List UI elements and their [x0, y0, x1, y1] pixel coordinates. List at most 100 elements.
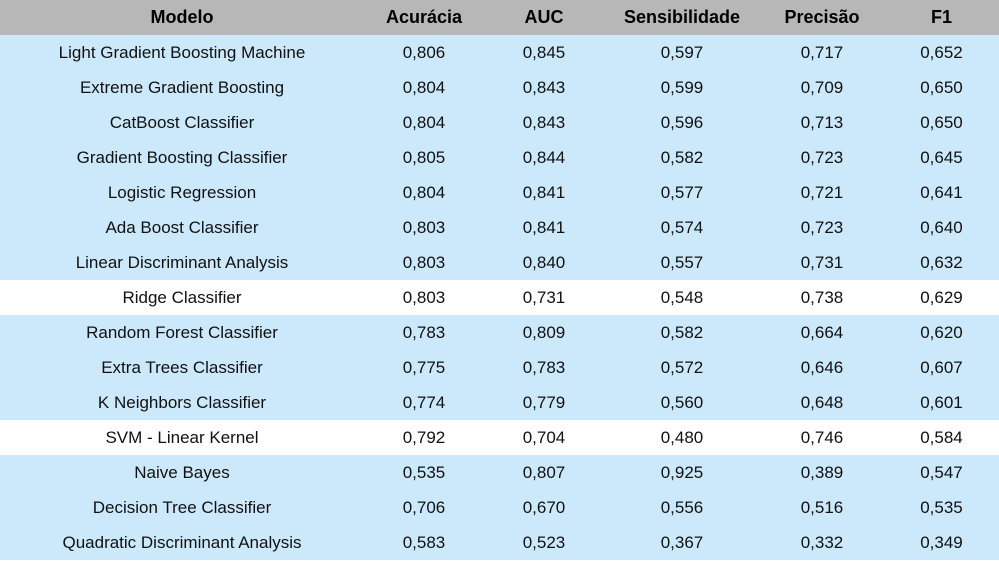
model-name-cell: K Neighbors Classifier — [0, 385, 364, 420]
sensibilidade-cell: 0,577 — [604, 175, 760, 210]
auc-cell: 0,809 — [484, 315, 604, 350]
f1-cell: 0,629 — [884, 280, 999, 315]
precisao-cell: 0,746 — [760, 420, 884, 455]
table-row: Decision Tree Classifier 0,706 0,670 0,556 0… — [0, 490, 999, 525]
sensibilidade-cell: 0,599 — [604, 70, 760, 105]
auc-cell: 0,845 — [484, 35, 604, 70]
acuracia-cell: 0,803 — [364, 280, 484, 315]
table-row: Extreme Gradient Boosting 0,804 0,843 0,599… — [0, 70, 999, 105]
sensibilidade-cell: 0,597 — [604, 35, 760, 70]
table-row: Ridge Classifier 0,803 0,731 0,548 0,738 0,62… — [0, 280, 999, 315]
precisao-cell: 0,721 — [760, 175, 884, 210]
acuracia-cell: 0,803 — [364, 210, 484, 245]
precisao-cell: 0,664 — [760, 315, 884, 350]
model-name-cell: Extra Trees Classifier — [0, 350, 364, 385]
table-row: K Neighbors Classifier 0,774 0,779 0,560 0,6… — [0, 385, 999, 420]
model-name-cell: Extreme Gradient Boosting — [0, 70, 364, 105]
table-row: SVM - Linear Kernel 0,792 0,704 0,480 0,746 0… — [0, 420, 999, 455]
auc-cell: 0,807 — [484, 455, 604, 490]
table-row: Logistic Regression 0,804 0,841 0,577 0,721 0… — [0, 175, 999, 210]
auc-cell: 0,840 — [484, 245, 604, 280]
sensibilidade-cell: 0,582 — [604, 315, 760, 350]
sensibilidade-cell: 0,572 — [604, 350, 760, 385]
precisao-cell: 0,738 — [760, 280, 884, 315]
precisao-cell: 0,516 — [760, 490, 884, 525]
sensibilidade-cell: 0,596 — [604, 105, 760, 140]
col-acuracia-header: Acurácia — [364, 0, 484, 35]
auc-cell: 0,523 — [484, 525, 604, 560]
f1-cell: 0,535 — [884, 490, 999, 525]
table-row: Extra Trees Classifier 0,775 0,783 0,572 0,6… — [0, 350, 999, 385]
auc-cell: 0,704 — [484, 420, 604, 455]
f1-cell: 0,641 — [884, 175, 999, 210]
acuracia-cell: 0,792 — [364, 420, 484, 455]
sensibilidade-cell: 0,557 — [604, 245, 760, 280]
f1-cell: 0,650 — [884, 105, 999, 140]
acuracia-cell: 0,804 — [364, 175, 484, 210]
f1-cell: 0,645 — [884, 140, 999, 175]
acuracia-cell: 0,783 — [364, 315, 484, 350]
table-body: Light Gradient Boosting Machine 0,806 0,84… — [0, 35, 999, 560]
f1-cell: 0,607 — [884, 350, 999, 385]
auc-cell: 0,783 — [484, 350, 604, 385]
table-row: CatBoost Classifier 0,804 0,843 0,596 0,713 0… — [0, 105, 999, 140]
auc-cell: 0,841 — [484, 210, 604, 245]
col-sensibilidade-header: Sensibilidade — [604, 0, 760, 35]
model-name-cell: Linear Discriminant Analysis — [0, 245, 364, 280]
model-name-cell: Ada Boost Classifier — [0, 210, 364, 245]
precisao-cell: 0,389 — [760, 455, 884, 490]
sensibilidade-cell: 0,560 — [604, 385, 760, 420]
precisao-cell: 0,731 — [760, 245, 884, 280]
model-name-cell: Quadratic Discriminant Analysis — [0, 525, 364, 560]
table-row: Linear Discriminant Analysis 0,803 0,840 0,… — [0, 245, 999, 280]
sensibilidade-cell: 0,556 — [604, 490, 760, 525]
f1-cell: 0,620 — [884, 315, 999, 350]
precisao-cell: 0,332 — [760, 525, 884, 560]
table-row: Gradient Boosting Classifier 0,805 0,844 0,… — [0, 140, 999, 175]
model-name-cell: Logistic Regression — [0, 175, 364, 210]
model-name-cell: Naive Bayes — [0, 455, 364, 490]
auc-cell: 0,731 — [484, 280, 604, 315]
auc-cell: 0,844 — [484, 140, 604, 175]
sensibilidade-cell: 0,574 — [604, 210, 760, 245]
model-name-cell: Gradient Boosting Classifier — [0, 140, 364, 175]
acuracia-cell: 0,803 — [364, 245, 484, 280]
col-precisao-header: Precisão — [760, 0, 884, 35]
table-row: Light Gradient Boosting Machine 0,806 0,84… — [0, 35, 999, 70]
acuracia-cell: 0,535 — [364, 455, 484, 490]
auc-cell: 0,843 — [484, 70, 604, 105]
precisao-cell: 0,648 — [760, 385, 884, 420]
acuracia-cell: 0,804 — [364, 70, 484, 105]
precisao-cell: 0,713 — [760, 105, 884, 140]
header-row: Modelo Acurácia AUC Sensibilidade Precisão F1 — [0, 0, 999, 35]
table-row: Random Forest Classifier 0,783 0,809 0,582 0… — [0, 315, 999, 350]
acuracia-cell: 0,805 — [364, 140, 484, 175]
f1-cell: 0,584 — [884, 420, 999, 455]
model-name-cell: CatBoost Classifier — [0, 105, 364, 140]
precisao-cell: 0,717 — [760, 35, 884, 70]
sensibilidade-cell: 0,480 — [604, 420, 760, 455]
acuracia-cell: 0,583 — [364, 525, 484, 560]
acuracia-cell: 0,806 — [364, 35, 484, 70]
f1-cell: 0,650 — [884, 70, 999, 105]
f1-cell: 0,349 — [884, 525, 999, 560]
precisao-cell: 0,646 — [760, 350, 884, 385]
auc-cell: 0,843 — [484, 105, 604, 140]
table-row: Ada Boost Classifier 0,803 0,841 0,574 0,723… — [0, 210, 999, 245]
precisao-cell: 0,723 — [760, 140, 884, 175]
table-row: Quadratic Discriminant Analysis 0,583 0,52… — [0, 525, 999, 560]
table-row: Naive Bayes 0,535 0,807 0,925 0,389 0,547 — [0, 455, 999, 490]
f1-cell: 0,632 — [884, 245, 999, 280]
auc-cell: 0,670 — [484, 490, 604, 525]
f1-cell: 0,652 — [884, 35, 999, 70]
acuracia-cell: 0,774 — [364, 385, 484, 420]
col-modelo-header: Modelo — [0, 0, 364, 35]
model-name-cell: Decision Tree Classifier — [0, 490, 364, 525]
f1-cell: 0,601 — [884, 385, 999, 420]
model-name-cell: Light Gradient Boosting Machine — [0, 35, 364, 70]
auc-cell: 0,841 — [484, 175, 604, 210]
model-name-cell: Ridge Classifier — [0, 280, 364, 315]
precisao-cell: 0,709 — [760, 70, 884, 105]
model-name-cell: SVM - Linear Kernel — [0, 420, 364, 455]
sensibilidade-cell: 0,925 — [604, 455, 760, 490]
